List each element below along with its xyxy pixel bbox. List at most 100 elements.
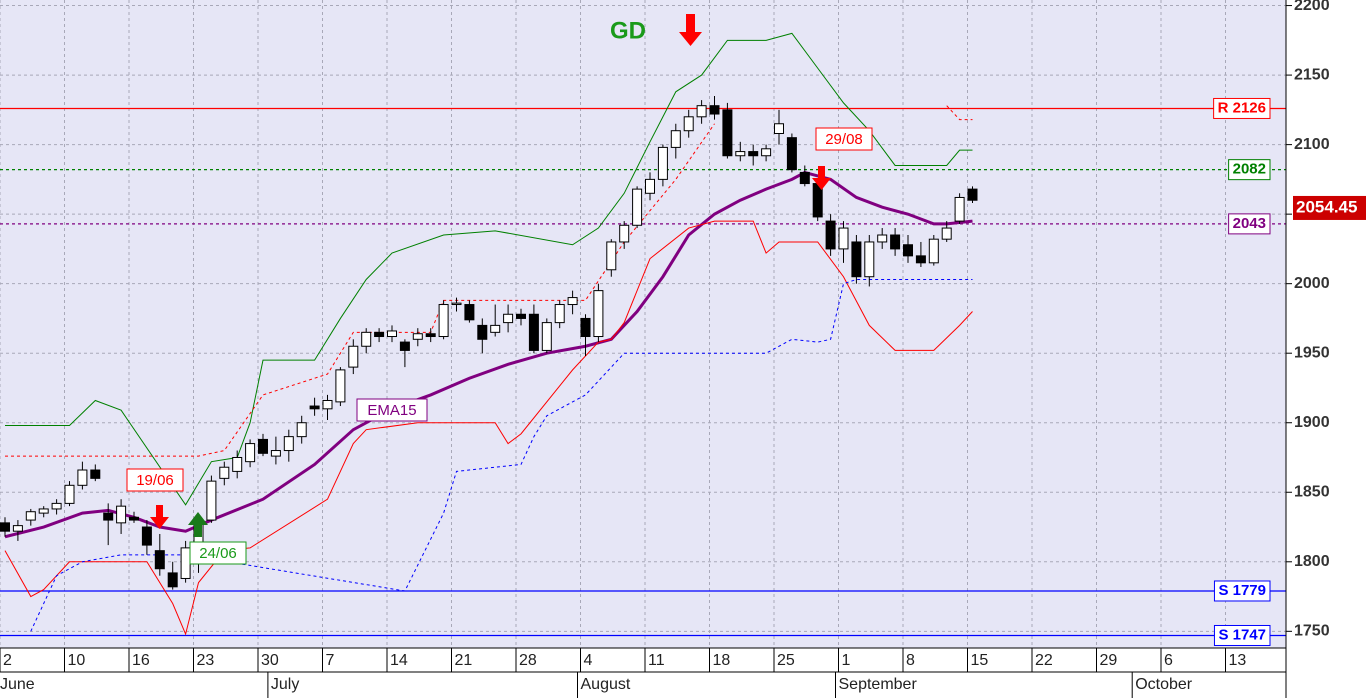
candle-body — [503, 313, 514, 324]
x-tick-label: 25 — [777, 652, 795, 669]
level-label: 2082 — [1233, 161, 1266, 178]
candle-body — [490, 324, 501, 333]
level-label-box — [1213, 580, 1271, 602]
level-label-box — [1228, 159, 1271, 181]
x-tick-label: 13 — [1229, 652, 1247, 669]
annotation-box — [189, 541, 247, 565]
candle-body — [477, 324, 488, 340]
candle-body — [941, 227, 952, 240]
y-tick-label: 1850 — [1294, 483, 1330, 500]
month-label: September — [839, 676, 918, 693]
candle-body — [967, 188, 978, 201]
x-tick-label: 14 — [390, 652, 408, 669]
month-label: August — [581, 676, 631, 693]
candle-body — [890, 234, 901, 250]
annotation-box — [815, 127, 873, 151]
x-tick-label: 11 — [648, 652, 665, 669]
annotation: 19/06 — [136, 472, 174, 489]
candle-body — [670, 130, 681, 148]
y-tick-label: 2100 — [1294, 136, 1330, 153]
y-tick-label: 2000 — [1294, 275, 1330, 292]
candle-body — [361, 331, 372, 347]
candle-body — [180, 547, 191, 579]
candle-body — [283, 436, 294, 452]
candle-body — [374, 331, 385, 338]
candle-body — [399, 341, 410, 351]
candle-body — [103, 512, 114, 521]
candle-body — [425, 333, 436, 338]
candle-body — [877, 234, 888, 243]
candle-body — [851, 241, 862, 278]
x-axis-background — [0, 648, 1286, 698]
candle-body — [567, 297, 578, 306]
x-tick-label: 1 — [842, 652, 851, 669]
x-tick-label: 29 — [1100, 652, 1118, 669]
candle-body — [657, 146, 668, 180]
candle-body — [864, 241, 875, 278]
candle-body — [348, 345, 359, 368]
candle-body — [838, 227, 849, 250]
legend-box — [356, 398, 428, 422]
annotation: GD — [610, 17, 646, 44]
candle-body — [25, 511, 36, 521]
level-label: S 1747 — [1218, 626, 1266, 643]
y-tick-label: 1900 — [1294, 414, 1330, 431]
candle-body — [0, 522, 10, 532]
level-label: S 1779 — [1218, 582, 1266, 599]
candle-body — [64, 484, 75, 504]
candle-body — [774, 123, 784, 134]
sell-arrow — [150, 505, 169, 529]
last-price: 2054.45 — [1296, 197, 1357, 216]
y-axis-background — [1286, 0, 1366, 698]
candle-body — [167, 572, 178, 588]
x-tick-label: 8 — [906, 652, 915, 669]
level-label-box — [1228, 213, 1271, 235]
x-tick-label: 7 — [326, 652, 335, 669]
candle-body — [954, 196, 965, 222]
x-tick-label: 28 — [519, 652, 537, 669]
candle-body — [438, 304, 449, 338]
candle-body — [632, 188, 643, 226]
x-tick-label: 16 — [132, 652, 150, 669]
candle-body — [232, 456, 243, 472]
candle-body — [412, 333, 423, 340]
candle-body — [709, 105, 720, 115]
x-tick-label: 10 — [68, 652, 86, 669]
candle-body — [799, 171, 810, 185]
x-tick-label: 4 — [584, 652, 593, 669]
x-tick-label: 18 — [713, 652, 731, 669]
candle-body — [593, 290, 604, 338]
month-label: July — [271, 676, 299, 693]
candle-body — [541, 322, 552, 351]
candle-body — [322, 399, 333, 410]
candle-body — [258, 438, 268, 454]
candle-body — [219, 466, 230, 479]
candle-body — [735, 151, 746, 157]
buy-arrow — [188, 512, 208, 537]
level-label-box — [1213, 97, 1271, 119]
candle-body — [451, 302, 462, 306]
candle-body — [915, 255, 926, 264]
candle-body — [387, 330, 397, 338]
month-label: October — [1135, 676, 1193, 693]
candle-body — [51, 502, 62, 510]
x-tick-label: 15 — [971, 652, 989, 669]
candle-body — [270, 450, 281, 457]
candle-body — [606, 241, 617, 271]
candle-body — [38, 508, 49, 514]
candle-body — [12, 525, 23, 532]
level-label-box — [1213, 624, 1271, 646]
candle-body — [619, 224, 630, 243]
candle-body — [296, 422, 307, 438]
sell-arrow — [812, 166, 831, 190]
candle-body — [722, 109, 733, 157]
annotation: 29/08 — [825, 131, 863, 148]
last-price-box — [1293, 195, 1366, 220]
candle-body — [245, 443, 256, 463]
y-tick-label: 1750 — [1294, 623, 1330, 640]
candle-body — [683, 116, 694, 132]
x-tick-label: 21 — [455, 652, 473, 669]
candle-body — [129, 516, 139, 521]
candle-body — [309, 405, 320, 410]
